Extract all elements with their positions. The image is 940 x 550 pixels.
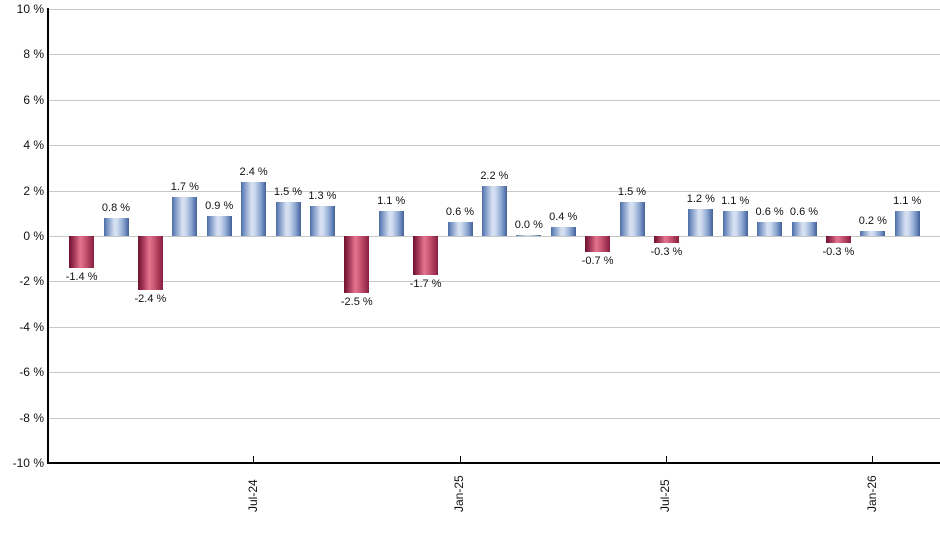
bar-value-label: 2.4 % [239,165,268,178]
bar [172,197,198,236]
bar-value-label: 0.6 % [445,206,475,219]
bar-value-label: 2.2 % [480,170,509,183]
bar [69,236,95,268]
gridline [48,281,940,283]
bar [619,201,645,236]
x-tick-label: Jan-26 [864,475,879,512]
y-tick-label: -10 % [12,456,44,470]
bar-value-label: -0.3 % [650,245,683,258]
gridline [48,145,940,147]
bar [757,222,783,236]
bar [722,211,748,236]
y-axis-line [47,8,49,464]
x-tick-mark [459,456,461,462]
bar [378,211,404,236]
bar [688,208,714,236]
bar [275,201,301,236]
gridline [48,236,940,237]
x-axis-line [47,462,940,464]
bar [413,236,439,275]
bar [825,236,851,243]
y-tick-label: 10 % [16,2,44,16]
bar [550,226,576,236]
bar [860,231,886,236]
bar-value-label: 0.6 % [755,206,784,219]
bar [206,215,232,236]
bar [791,222,817,236]
x-tick-label: Jul-25 [658,479,673,512]
bar-value-label: 1.2 % [686,192,715,205]
bar-value-label: 1.7 % [170,181,199,194]
y-tick-label: 0 % [23,229,44,243]
bar [481,186,507,236]
y-tick-label: -6 % [19,365,44,380]
bar [137,236,163,291]
bar-value-label: -2.4 % [134,293,167,306]
bar-value-label: 1.3 % [308,190,337,203]
x-tick-label: Jan-25 [452,475,466,512]
bar-value-label: -0.3 % [822,245,855,258]
y-tick-label: 6 % [23,92,44,107]
gridline [48,54,940,56]
gridline [48,9,940,10]
bar [241,181,267,236]
bar [103,217,129,236]
bar-value-label: -2.5 % [340,295,373,308]
bar [653,236,679,243]
bar [309,206,335,236]
bar-value-label: 1.5 % [273,185,303,198]
bar [447,222,473,236]
bar-value-label: -1.7 % [409,277,442,290]
y-tick-label: 4 % [23,138,44,153]
bar-value-label: 1.1 % [721,195,750,208]
bar-value-label: -0.7 % [581,254,614,267]
bar-value-label: 0.6 % [789,206,819,219]
x-tick-mark [665,456,667,462]
bar-value-label: -1.4 % [65,270,98,283]
bar-value-label: 0.9 % [205,199,234,212]
gridline [48,326,940,328]
bar-value-label: 0.0 % [514,219,543,231]
y-tick-label: -2 % [19,274,44,289]
bar [344,236,370,293]
y-tick-label: -4 % [19,319,44,334]
x-tick-label: Jul-24 [245,479,260,512]
gridline [48,417,940,419]
bar-value-label: 0.8 % [101,201,131,214]
bar [516,235,542,236]
bar-value-label: 0.4 % [549,210,578,223]
y-tick-label: -8 % [19,410,44,425]
y-tick-label: 2 % [23,183,44,198]
bar-value-label: 1.1 % [377,195,406,208]
bar-value-label: 0.2 % [858,215,887,228]
y-tick-label: 8 % [23,47,44,62]
bar [585,236,611,252]
gridline [48,99,940,101]
bar-value-label: 1.5 % [617,185,647,198]
gridline [48,372,940,374]
bar [894,211,920,236]
x-tick-mark [872,456,874,462]
bar-value-label: 1.1 % [893,195,922,208]
x-tick-mark [253,456,255,462]
